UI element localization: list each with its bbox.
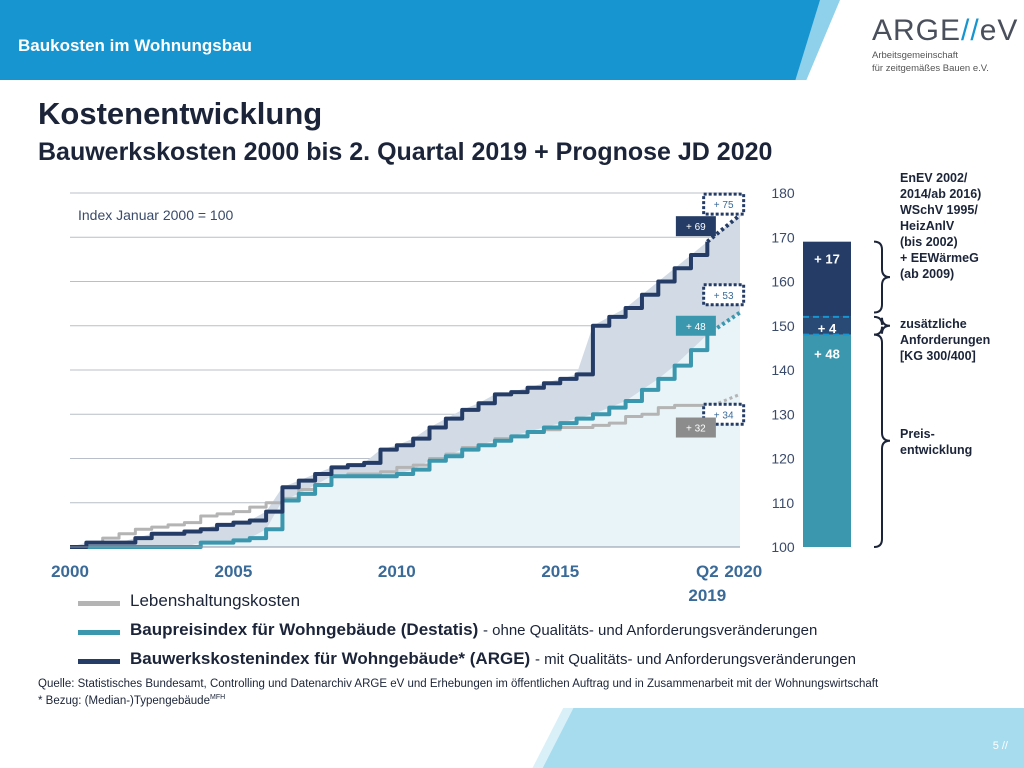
source-line-2-sup: MFH [209,694,226,701]
brace-requirements [873,315,891,336]
y-tick-label: 170 [771,229,795,245]
source-line-2-text: * Bezug: (Median-)Typengebäude [38,694,210,707]
x-tick-label: 2015 [541,562,579,581]
side-note-requirements: zusätzliche Anforderungen [KG 300/400] [900,316,990,364]
x-tick-label: 2005 [215,562,253,581]
side-note-line: zusätzliche [900,317,967,331]
side-note-line: (bis 2002) [900,235,958,249]
callout-box [675,216,716,237]
x-tick-label: 2019 [688,586,726,605]
y-tick-label: 160 [771,274,795,290]
page-title: Kostenentwicklung [38,96,323,131]
stacked-bar-segment [803,241,851,317]
legend-label: Bauwerkskostenindex für Wohngebäude* (AR… [130,649,531,668]
legend-label: Lebenshaltungskosten [130,591,301,610]
callout-label: + 32 [686,424,706,435]
arge-line [70,241,710,549]
logo-line-2: für zeitgemäßes Bauen e.V. [872,63,989,74]
callout-label: + 69 [686,222,706,233]
x-tick-label: 2000 [51,562,89,581]
callout-actual: + 32 [675,417,716,438]
callout-actual: + 69 [675,216,716,237]
cost-of-living-line [70,403,709,549]
brace-price [873,333,891,548]
destatis-line [70,334,710,549]
logo-line-1: Arbeitsgemeinschaft [872,50,959,61]
logo-slash: // [961,14,980,47]
callout-box [702,283,746,307]
side-note-line: + EEWärmeG [900,251,979,265]
page-number: 5 // [992,740,1008,752]
destatis-area-fill [70,312,740,547]
side-note-line: entwicklung [900,443,973,457]
stacked-bar-label: + 48 [814,347,840,362]
source-line-2: * Bezug: (Median-)TypengebäudeMFH [38,691,878,708]
x-tick-label: 2020 [724,562,762,581]
legend-note: - mit Qualitäts- und Anforderungsverände… [534,651,856,668]
x-tick-label: 2010 [378,562,416,581]
stacked-bar-segment [803,316,851,335]
side-note-line: (ab 2009) [900,267,955,281]
footer-shape-accent [542,708,1024,768]
legend-swatch [78,630,120,635]
stacked-bar-label: + 17 [814,252,840,267]
brace-regulations [873,240,891,314]
x-tick-label: Q2 [696,562,719,581]
footer-bar [0,708,1024,768]
header-bar [0,0,820,80]
callout-label: + 75 [714,200,734,211]
callout-label: + 53 [714,291,734,302]
y-tick-label: 150 [771,318,795,334]
side-note-price: Preis- entwicklung [900,426,972,458]
legend-swatch [78,659,120,664]
callout-box [675,417,716,438]
side-note-line: [KG 300/400] [900,349,976,363]
page-subtitle: Bauwerkskosten 2000 bis 2. Quartal 2019 … [38,138,773,166]
stacked-bar-segment [803,334,851,547]
callout-forecast: + 53 [702,283,746,307]
source-line-1: Quelle: Statistisches Bundesamt, Control… [38,678,879,690]
logo-name-a: ARGE [872,14,962,47]
legend-swatch [78,601,120,606]
arge-logo: ARGE//eV Arbeitsgemeinschaft für zeitgem… [872,14,1018,74]
y-tick-label: 120 [771,451,795,467]
legend-label: Baupreisindex für Wohngebäude (Destatis) [130,620,479,639]
side-note-line: Preis- [900,427,935,441]
side-note-line: WSchV 1995/ [900,203,978,217]
stacked-bar-label: + 4 [818,321,837,336]
y-tick-label: 110 [772,495,795,511]
y-tick-label: 180 [771,185,795,201]
callout-box [675,315,716,336]
index-note: Index Januar 2000 = 100 [78,207,234,223]
side-note-regulations: EnEV 2002/ 2014/ab 2016) WSchV 1995/ Hei… [900,170,981,282]
callout-actual: + 48 [675,315,716,336]
callout-label: + 34 [714,410,734,421]
source-note: Quelle: Statistisches Bundesamt, Control… [38,677,878,708]
side-note-line: Anforderungen [900,333,991,347]
callout-label: + 48 [686,322,706,333]
header-title: Baukosten im Wohnungsbau [18,36,252,55]
callout-forecast: + 75 [702,192,746,216]
side-note-line: 2014/ab 2016) [900,187,982,201]
arge-forecast-line [706,213,742,244]
logo-name-b: eV [979,14,1019,47]
legend-note: - ohne Qualitäts- und Anforderungsveränd… [482,622,818,639]
callout-box [702,192,746,216]
y-tick-label: 140 [771,362,795,378]
side-note-line: EnEV 2002/ [900,171,968,185]
y-tick-label: 130 [771,406,795,422]
side-note-line: HeizAnlV [900,219,955,233]
y-tick-label: 100 [771,539,795,555]
